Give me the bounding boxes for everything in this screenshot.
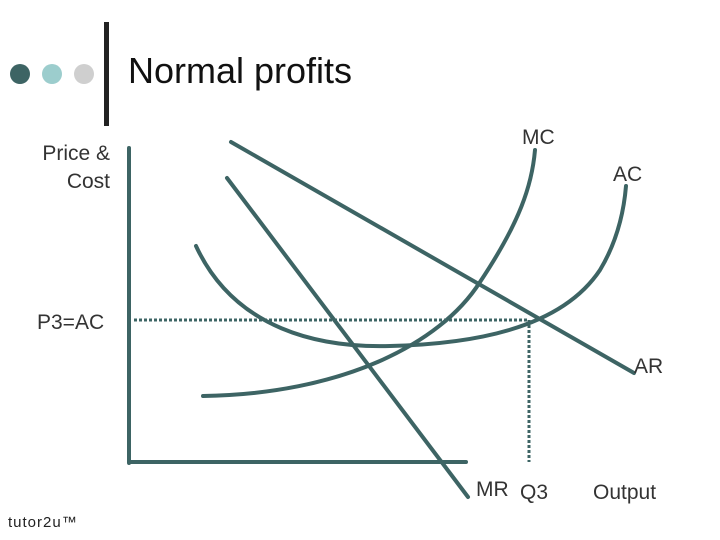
teal-dot-icon (42, 64, 62, 84)
quantity-label: Q3 (520, 481, 549, 504)
brand-logo: tutor2u™ (8, 514, 78, 531)
dark-dot-icon (10, 64, 30, 84)
ar-label: AR (634, 355, 664, 378)
mc-label: MC (522, 126, 555, 149)
x-axis-label: Output (593, 481, 657, 504)
ac-curve (194, 184, 628, 349)
grey-dot-icon (74, 64, 94, 84)
page-title: Normal profits (128, 50, 353, 91)
ar-line (229, 140, 636, 375)
mr-label: MR (476, 478, 509, 501)
title-divider (104, 22, 109, 126)
ac-label: AC (613, 163, 643, 186)
y-axis-label: Price & Cost (42, 142, 110, 193)
price-label: P3=AC (37, 311, 105, 334)
mr-line (225, 176, 470, 499)
title-bullets (10, 64, 94, 84)
mc-curve (201, 148, 537, 398)
